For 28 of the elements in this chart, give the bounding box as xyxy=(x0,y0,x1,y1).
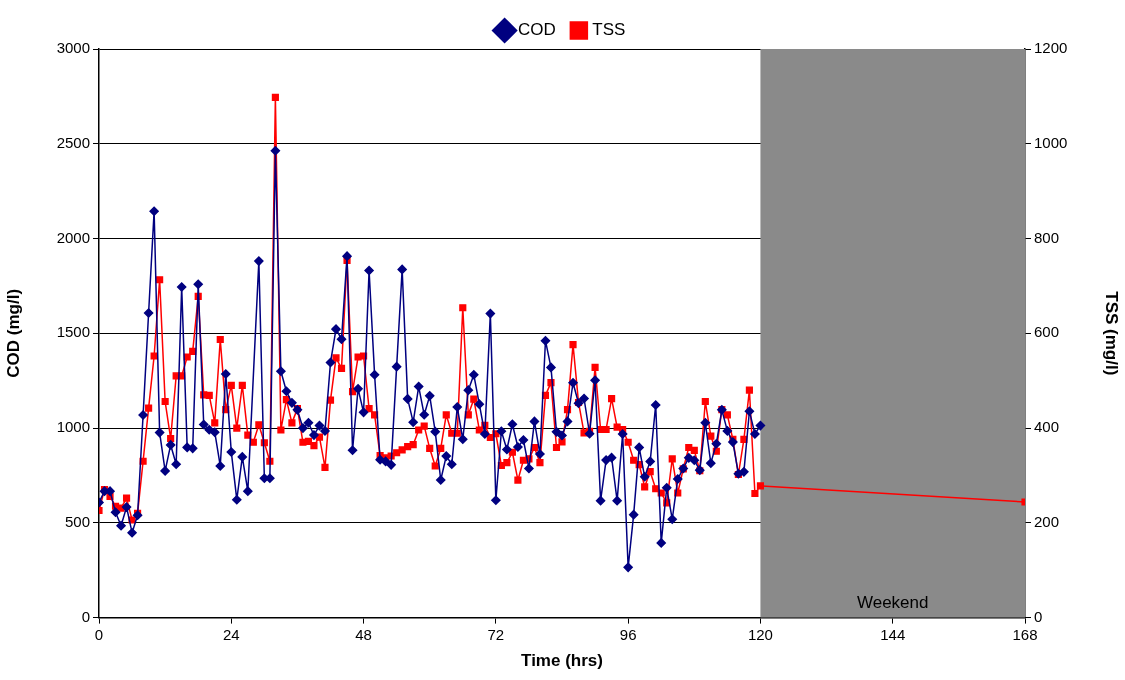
x-tick-label: 0 xyxy=(94,625,104,643)
x-tick-label: 120 xyxy=(747,625,773,643)
y-tick-label: 2500 xyxy=(56,133,90,151)
x-tick-label: 168 xyxy=(1012,625,1038,643)
y-tick-label: 2000 xyxy=(56,228,90,246)
y-tick-label: 500 xyxy=(64,512,90,530)
band-label: Weekend xyxy=(856,592,929,612)
y2-tick-label: 200 xyxy=(1034,512,1060,530)
y2-tick-label: 1000 xyxy=(1034,133,1068,151)
y-tick-label: 0 xyxy=(81,607,90,625)
y-tick-label: 1000 xyxy=(56,418,90,436)
y2-tick-label: 0 xyxy=(1034,607,1043,625)
y2-tick-label: 1200 xyxy=(1034,39,1068,57)
x-tick-label: 72 xyxy=(487,625,505,643)
x-axis-title: Time (hrs) xyxy=(521,651,603,671)
x-tick-label: 144 xyxy=(880,625,906,643)
y2-axis-title: TSS (mg/l) xyxy=(1102,291,1122,376)
y2-tick-label: 600 xyxy=(1034,323,1060,341)
x-tick-label: 48 xyxy=(355,625,372,643)
y2-tick-label: 800 xyxy=(1034,228,1060,246)
y-tick-label: 3000 xyxy=(56,39,90,57)
x-tick-label: 24 xyxy=(222,625,240,643)
legend-label: TSS xyxy=(592,20,626,40)
y-tick-label: 1500 xyxy=(56,323,90,341)
y-axis-title: COD (mg/l) xyxy=(3,288,23,378)
x-tick-label: 96 xyxy=(619,625,637,643)
y2-tick-label: 400 xyxy=(1034,418,1060,436)
legend-label: COD xyxy=(518,20,556,40)
